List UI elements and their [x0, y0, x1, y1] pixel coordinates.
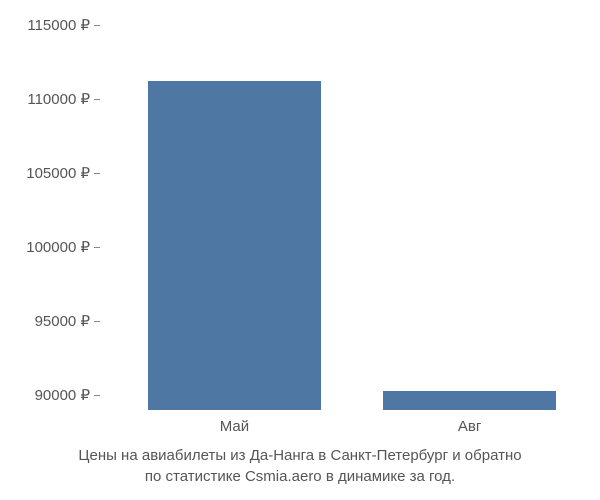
caption-line-2: по статистике Csmia.aero в динамике за г… — [145, 468, 455, 485]
chart-caption: Цены на авиабилеты из Да-Нанга в Санкт-П… — [0, 445, 600, 487]
y-tick-mark — [94, 321, 100, 322]
bar — [383, 391, 556, 410]
x-tick-label: Авг — [458, 418, 481, 435]
y-tick-mark — [94, 247, 100, 248]
y-tick-label: 100000 ₽ — [26, 238, 90, 256]
plot-area — [100, 10, 580, 410]
y-tick-label: 105000 ₽ — [26, 164, 90, 182]
y-tick-label: 110000 ₽ — [27, 90, 90, 108]
y-tick-label: 90000 ₽ — [35, 386, 90, 404]
bar — [148, 81, 321, 410]
x-tick-label: Май — [220, 418, 249, 435]
y-tick-mark — [94, 99, 100, 100]
caption-line-1: Цены на авиабилеты из Да-Нанга в Санкт-П… — [78, 447, 521, 464]
y-tick-label: 95000 ₽ — [35, 312, 90, 330]
y-tick-label: 115000 ₽ — [27, 16, 90, 34]
y-tick-mark — [94, 25, 100, 26]
y-tick-mark — [94, 173, 100, 174]
price-chart: 90000 ₽ 95000 ₽ 100000 ₽ 105000 ₽ 110000 ₽ 11… — [0, 0, 600, 500]
y-tick-mark — [94, 395, 100, 396]
